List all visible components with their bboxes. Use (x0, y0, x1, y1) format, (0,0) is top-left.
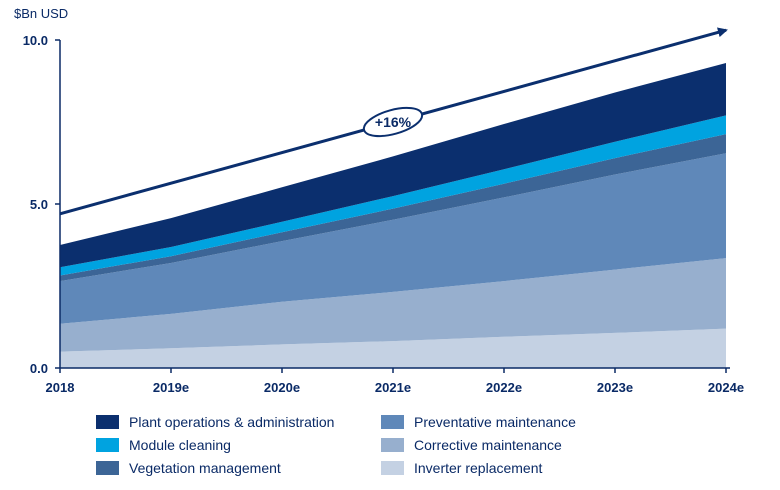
legend-label: Preventative maintenance (414, 414, 576, 430)
legend-swatch (381, 438, 404, 452)
legend-label: Corrective maintenance (414, 437, 562, 453)
y-tick-label: 0.0 (30, 361, 48, 376)
chart: $Bn USD 0.0 5.0 10.0 2018 2019e 2020e 2021e 202… (14, 6, 744, 395)
legend-label: Inverter replacement (414, 460, 543, 476)
x-tick-label: 2019e (153, 380, 189, 395)
axes: 0.0 5.0 10.0 2018 2019e 2020e 2021e 2022e 2023e 2… (23, 33, 744, 395)
x-tick-label: 2020e (264, 380, 300, 395)
area-module-cleaning (60, 115, 726, 276)
cagr-badge-outline (362, 106, 424, 138)
area-plant-operations-administration (60, 63, 726, 268)
x-tick-label: 2022e (486, 380, 522, 395)
legend: Plant operations & administration Prevent… (96, 414, 656, 476)
legend-swatch (381, 415, 404, 429)
legend-item: Plant operations & administration (96, 414, 381, 430)
area-inverter-replacement (60, 328, 726, 368)
legend-swatch (381, 461, 404, 475)
cagr-badge: +16% (362, 106, 424, 138)
y-tick-label: 10.0 (23, 33, 48, 48)
legend-swatch (96, 438, 119, 452)
legend-label: Plant operations & administration (129, 414, 335, 430)
legend-item: Vegetation management (96, 460, 381, 476)
y-axis-unit-label: $Bn USD (14, 6, 68, 21)
legend-item: Inverter replacement (381, 460, 641, 476)
legend-label: Vegetation management (129, 460, 281, 476)
area-layers (60, 63, 726, 368)
cagr-label: +16% (375, 114, 412, 130)
legend-swatch (96, 461, 119, 475)
growth-annotation: +16% (59, 27, 728, 216)
area-vegetation-management (60, 134, 726, 282)
legend-item: Preventative maintenance (381, 414, 641, 430)
x-tick-label: 2024e (708, 380, 744, 395)
legend-label: Module cleaning (129, 437, 231, 453)
legend-swatch (96, 415, 119, 429)
y-tick-label: 5.0 (30, 197, 48, 212)
legend-item: Corrective maintenance (381, 437, 641, 453)
area-preventative-maintenance (60, 153, 726, 324)
x-tick-label: 2021e (375, 380, 411, 395)
x-tick-label: 2023e (597, 380, 633, 395)
x-tick-label: 2018 (46, 380, 75, 395)
area-corrective-maintenance (60, 258, 726, 352)
legend-item: Module cleaning (96, 437, 381, 453)
